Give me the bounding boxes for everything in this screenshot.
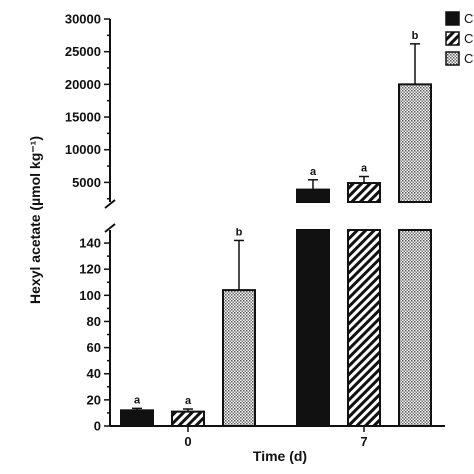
legend-label-2: C (464, 51, 473, 66)
y-tick-label-100: 100 (79, 288, 101, 303)
significance-label-1-1: a (361, 163, 368, 175)
y-tick-label-5000: 5000 (72, 175, 101, 190)
axis-break-mark-lower (104, 223, 116, 233)
y-tick-label-10000: 10000 (65, 142, 101, 157)
y-tick-label-20000: 20000 (65, 77, 101, 92)
y-tick-label-20: 20 (87, 392, 101, 407)
y-tick-label-40: 40 (87, 366, 101, 381)
bar-0-2 (222, 289, 256, 427)
y-tick-label-140: 140 (79, 236, 101, 251)
bar-upper-1-1 (347, 182, 381, 204)
axis-break-mark-upper (104, 199, 116, 209)
bar-0-0 (120, 409, 154, 428)
bar-0-1 (171, 410, 205, 428)
y-tick-label-25000: 25000 (65, 44, 101, 59)
significance-label-1-2: b (412, 30, 419, 42)
y-tick-label-15000: 15000 (65, 110, 101, 125)
plot-area: a a b a a b 0 20 40 60 80 100 120 140 5000 10000 15000 20… (65, 12, 450, 449)
bar-upper-1-2 (398, 83, 432, 203)
y-tick-label-0: 0 (94, 419, 101, 434)
legend-swatch-0 (445, 11, 460, 26)
legend-label-0: C (464, 11, 473, 26)
legend: CCC (445, 11, 473, 66)
x-tick-label-1: 7 (360, 434, 367, 449)
y-tick-label-80: 80 (87, 314, 101, 329)
y-axis-title: Hexyl acetate (µmol kg⁻¹) (27, 136, 43, 304)
significance-label-1-0: a (310, 166, 317, 178)
significance-label-0-1: a (185, 395, 192, 407)
y-tick-label-120: 120 (79, 262, 101, 277)
x-axis-title: Time (d) (253, 448, 307, 464)
bar-upper-1-0 (296, 188, 330, 203)
significance-label-0-2: b (236, 226, 243, 238)
legend-label-1: C (464, 31, 473, 46)
bar-lower-1-1 (347, 229, 381, 427)
bar-lower-1-0 (296, 229, 330, 427)
x-tick-label-0: 0 (184, 434, 191, 449)
legend-swatch-2 (445, 51, 460, 66)
axis-break-gap (115, 204, 450, 228)
y-tick-label-60: 60 (87, 340, 101, 355)
legend-swatch-1 (445, 31, 460, 46)
y-tick-label-30000: 30000 (65, 12, 101, 27)
significance-label-0-0: a (134, 394, 141, 406)
bar-lower-1-2 (398, 229, 432, 427)
